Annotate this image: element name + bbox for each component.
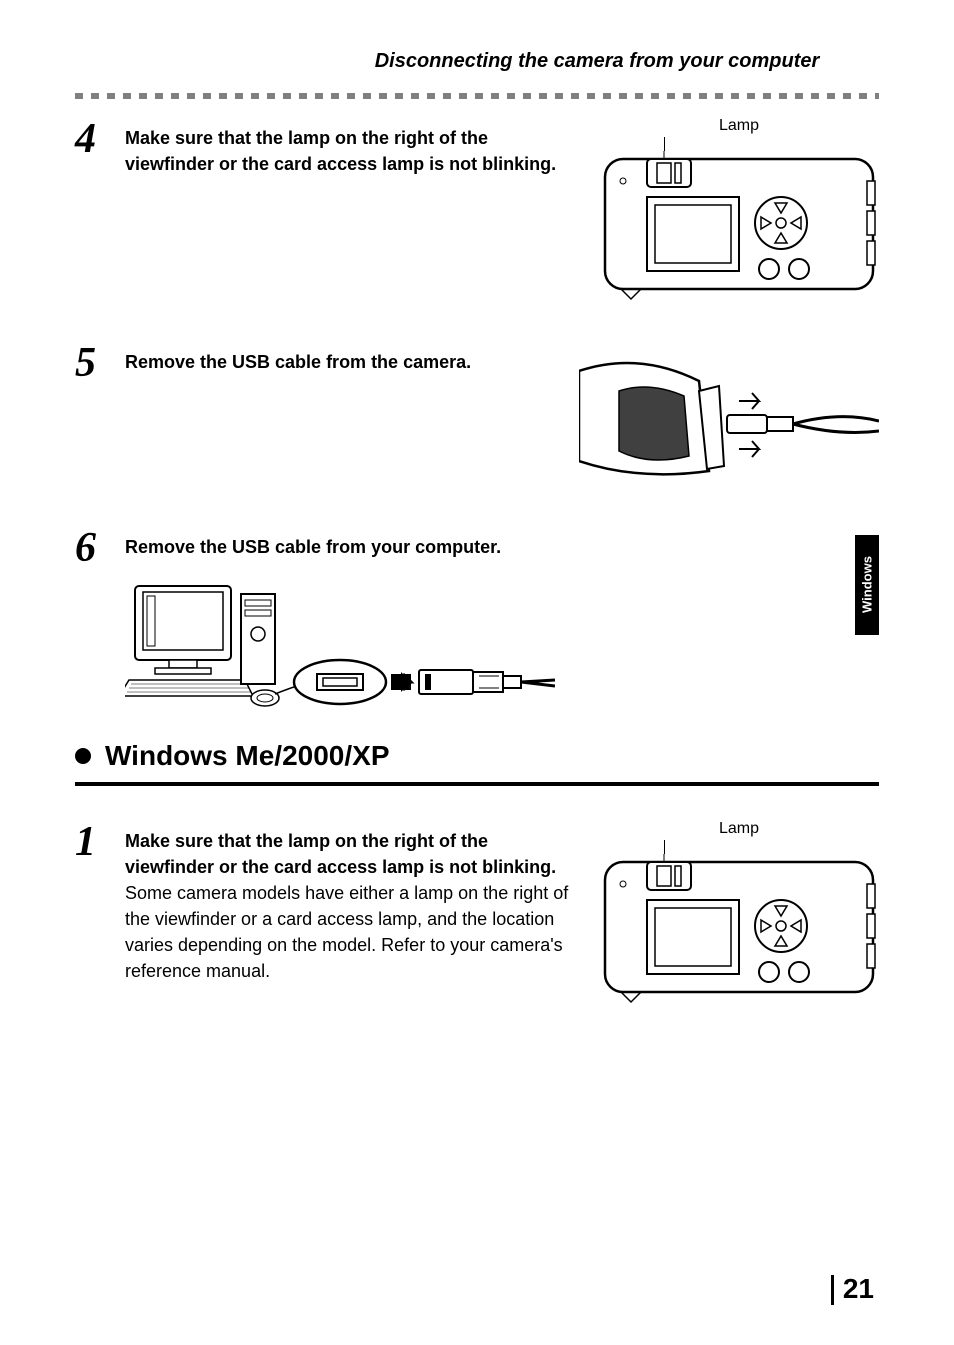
camera-back-figure: Lamp: [599, 117, 879, 311]
manual-page: Disconnecting the camera from your compu…: [0, 0, 954, 1345]
step-bold-text: Make sure that the lamp on the right of …: [125, 831, 556, 877]
step-number: 4: [75, 117, 125, 159]
step-text: Remove the USB cable from your computer.: [125, 526, 501, 568]
camera-back-figure-2: Lamp: [599, 820, 879, 1014]
dashed-divider: [75, 93, 879, 99]
usb-unplug-camera-icon: [579, 341, 879, 491]
figure-label: Lamp: [599, 820, 879, 838]
step-text: Make sure that the lamp on the right of …: [125, 117, 579, 177]
side-tab: Windows: [855, 535, 879, 635]
section-title: Windows Me/2000/XP: [105, 740, 390, 772]
section-rule: [75, 782, 879, 786]
running-header: Disconnecting the camera from your compu…: [315, 50, 879, 73]
step-bold-text: Make sure that the lamp on the right of …: [125, 128, 556, 174]
camera-diagram-icon: [599, 151, 879, 306]
usb-unplug-pc-icon: [125, 580, 555, 710]
step-bold-text: Remove the USB cable from the camera.: [125, 352, 471, 372]
usb-pc-figure: [125, 580, 555, 710]
figure-label: Lamp: [599, 117, 879, 135]
step-b1: 1 Make sure that the lamp on the right o…: [75, 820, 879, 1014]
step-number: 5: [75, 341, 125, 383]
step-text: Remove the USB cable from the camera.: [125, 341, 559, 375]
step-6: 6 Remove the USB cable from your compute…: [75, 526, 879, 710]
step-5: 5 Remove the USB cable from the camera.: [75, 341, 879, 496]
step-number: 1: [75, 820, 125, 862]
step-4: 4 Make sure that the lamp on the right o…: [75, 117, 879, 311]
page-number: 21: [843, 1273, 874, 1305]
camera-diagram-icon: [599, 854, 879, 1009]
step-text: Make sure that the lamp on the right of …: [125, 820, 579, 985]
usb-camera-figure: [579, 341, 879, 496]
bullet-icon: [75, 748, 91, 764]
step-bold-text: Remove the USB cable from your computer.: [125, 537, 501, 557]
step-plain-text: Some camera models have either a lamp on…: [125, 883, 568, 981]
step-number: 6: [75, 526, 125, 568]
section-heading: Windows Me/2000/XP: [75, 740, 879, 772]
